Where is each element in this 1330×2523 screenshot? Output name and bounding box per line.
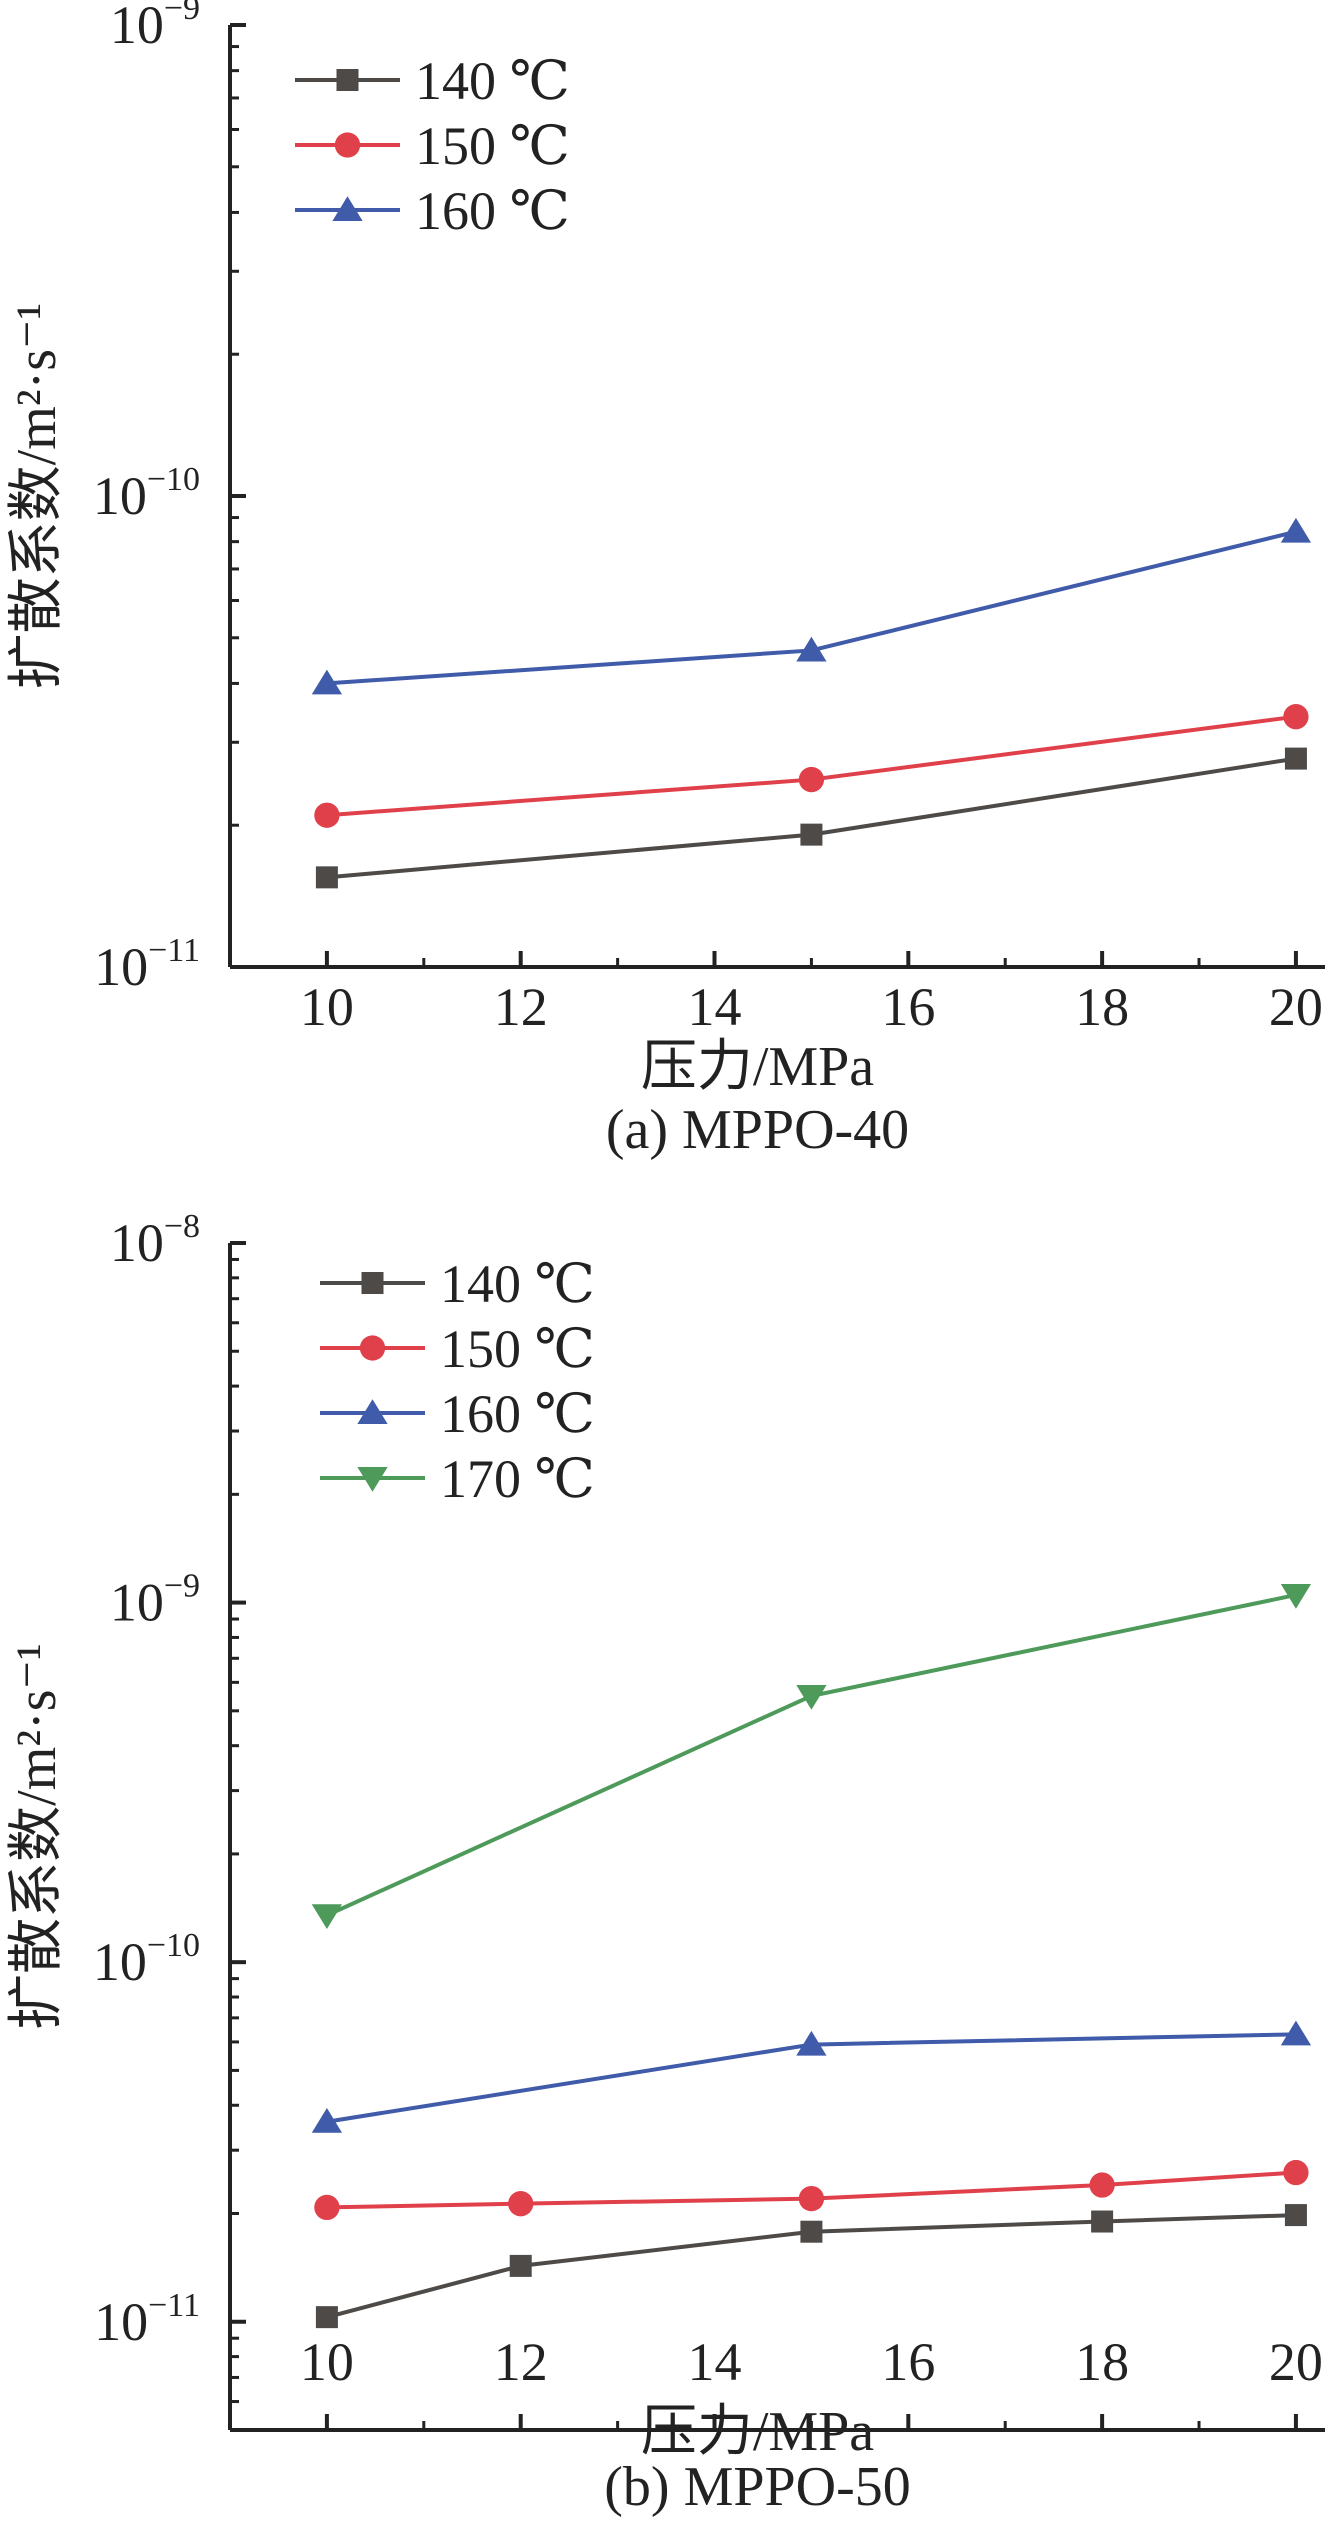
y-tick-label: 10−10 (93, 461, 200, 526)
x-tick-label: 10 (300, 2332, 354, 2392)
legend-label: 170 ℃ (440, 1449, 595, 1509)
series-triangle-up (311, 517, 1312, 695)
series-line (326, 714, 1297, 818)
legend-label: 140 ℃ (415, 51, 570, 111)
series-circle (314, 2159, 1309, 2221)
series-triangle-down (311, 1583, 1312, 1930)
data-point (1284, 747, 1307, 770)
data-point (314, 802, 340, 828)
data-point (1283, 2159, 1309, 2186)
legend-marker (334, 132, 361, 158)
data-point (796, 1684, 827, 1710)
data-point (1280, 2020, 1312, 2046)
data-point (798, 2185, 825, 2212)
series-triangle-up (311, 2020, 1312, 2133)
x-tick-label: 18 (1075, 977, 1129, 1037)
legend-marker (361, 1272, 384, 1294)
x-tick-label: 16 (881, 977, 935, 1037)
panel-caption: (b) MPPO-50 (604, 2456, 910, 2518)
y-axis-title: 扩散系数/m²·s⁻¹ (6, 303, 68, 690)
x-tick-label: 12 (494, 977, 548, 1037)
data-point (800, 823, 823, 846)
y-tick-label: 10−8 (110, 1208, 200, 1273)
legend-entry: 160 ℃ (320, 1384, 595, 1444)
y-tick-label: 10−9 (110, 1568, 200, 1633)
legend-label: 160 ℃ (440, 1384, 595, 1444)
data-point (311, 2107, 343, 2133)
data-point (1091, 2210, 1114, 2233)
data-point (1283, 704, 1309, 730)
data-point (796, 2030, 827, 2056)
x-tick-label: 10 (300, 977, 354, 1037)
data-point (796, 636, 827, 662)
data-point (1089, 2172, 1115, 2198)
y-tick-label: 10−11 (94, 932, 200, 997)
series-circle (314, 704, 1309, 828)
data-point (315, 2306, 338, 2329)
series-square (315, 2204, 1307, 2329)
y-tick-label: 10−9 (110, 0, 200, 55)
x-axis-title: 压力/MPa (641, 2401, 874, 2463)
x-tick-label: 16 (881, 2332, 935, 2392)
chart-panel-2: 10 12 14 16 18 20 10−11 10−10 10−9 10−8 压力/MPa 扩散系数… (6, 1208, 1325, 2518)
legend-label: 160 ℃ (415, 181, 570, 241)
data-point (798, 766, 825, 793)
series-square (315, 747, 1307, 889)
x-axis-title: 压力/MPa (641, 1036, 874, 1098)
legend-label: 140 ℃ (440, 1254, 595, 1314)
y-tick-label: 10−11 (94, 2287, 200, 2352)
legend-entry: 160 ℃ (295, 181, 570, 241)
data-point (509, 2254, 532, 2277)
panel-caption: (a) MPPO-40 (606, 1099, 909, 1161)
data-point (800, 2220, 823, 2243)
y-axis-title: 扩散系数/m²·s⁻¹ (6, 1643, 68, 2030)
data-point (1284, 2204, 1307, 2227)
legend-marker (357, 1467, 388, 1492)
legend-label: 150 ℃ (415, 116, 570, 176)
legend-entry: 140 ℃ (320, 1254, 595, 1314)
x-tick-label: 14 (688, 977, 742, 1037)
chart-panel-1: 10 12 14 16 18 20 10−11 10−10 10−9 压力/MPa 扩散系数/m²·… (6, 0, 1325, 1161)
x-tick-label: 12 (494, 2332, 548, 2392)
x-tick-label: 18 (1075, 2332, 1129, 2392)
x-tick-label: 20 (1269, 977, 1323, 1037)
legend-entry: 150 ℃ (295, 116, 570, 176)
data-point (315, 866, 338, 889)
legend-marker (336, 69, 359, 91)
y-tick-label: 10−10 (93, 1927, 200, 1992)
legend-entry: 170 ℃ (320, 1449, 595, 1509)
legend-marker (332, 196, 363, 221)
x-tick-label: 14 (688, 2332, 742, 2392)
series-line (326, 1593, 1297, 1918)
legend-marker (357, 1399, 388, 1424)
data-point (311, 1904, 343, 1930)
data-point (508, 2191, 534, 2217)
legend-entry: 140 ℃ (295, 51, 570, 111)
data-point (314, 2194, 340, 2221)
legend-label: 150 ℃ (440, 1319, 595, 1379)
data-point (1280, 517, 1312, 543)
data-point (311, 669, 343, 695)
data-point (1280, 1583, 1312, 1609)
legend-entry: 150 ℃ (320, 1319, 595, 1379)
legend-marker (359, 1335, 386, 1361)
x-tick-label: 20 (1269, 2332, 1323, 2392)
